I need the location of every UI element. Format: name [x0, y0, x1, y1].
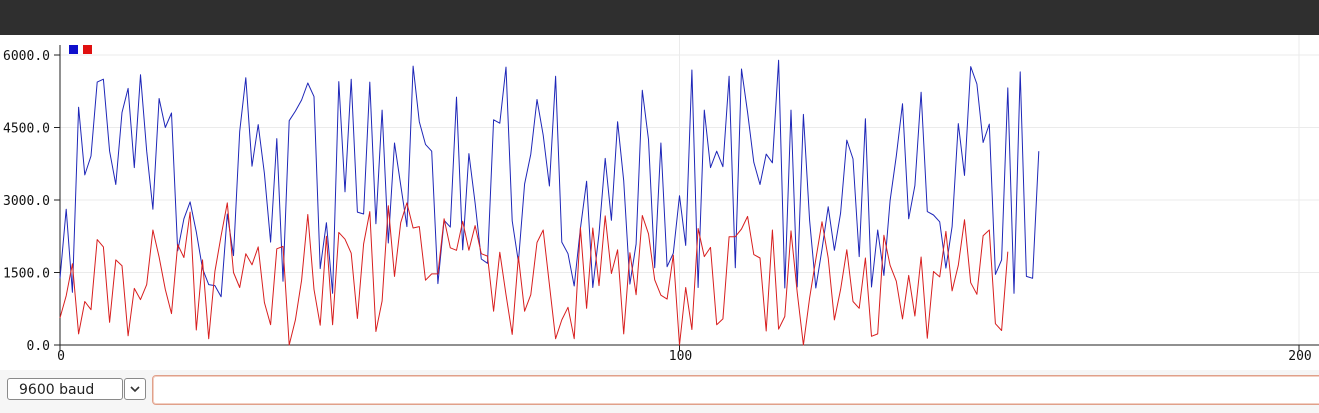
baud-rate-select[interactable]: 9600 baud [7, 378, 123, 400]
serial-plotter: 0.0 1500.0 3000.0 4500.0 6000.0 0 100 200 [0, 35, 1319, 370]
message-input[interactable] [153, 376, 1319, 404]
series-line-2 [59, 202, 1009, 346]
chevron-down-icon [130, 385, 140, 392]
bottom-toolbar: 9600 baud [0, 370, 1319, 413]
legend-swatch-series-2 [83, 45, 92, 54]
plot-area: 0.0 1500.0 3000.0 4500.0 6000.0 0 100 200 [3, 35, 1319, 364]
window-title-bar [0, 0, 1319, 35]
baud-rate-dropdown-button[interactable] [124, 378, 146, 400]
x-tick-label: 0 [57, 349, 65, 364]
baud-rate-value: 9600 baud [19, 382, 95, 398]
x-tick-label: 100 [669, 349, 692, 364]
message-input-field[interactable] [152, 375, 1319, 405]
series-line-1 [59, 59, 1040, 298]
y-tick-label: 4500.0 [3, 122, 50, 137]
y-tick-label: 0.0 [27, 339, 50, 354]
legend-swatch-series-1 [69, 45, 78, 54]
x-tick-label: 200 [1288, 349, 1311, 364]
y-tick-label: 6000.0 [3, 49, 50, 64]
y-tick-label: 3000.0 [3, 194, 50, 209]
y-tick-label: 1500.0 [3, 267, 50, 282]
